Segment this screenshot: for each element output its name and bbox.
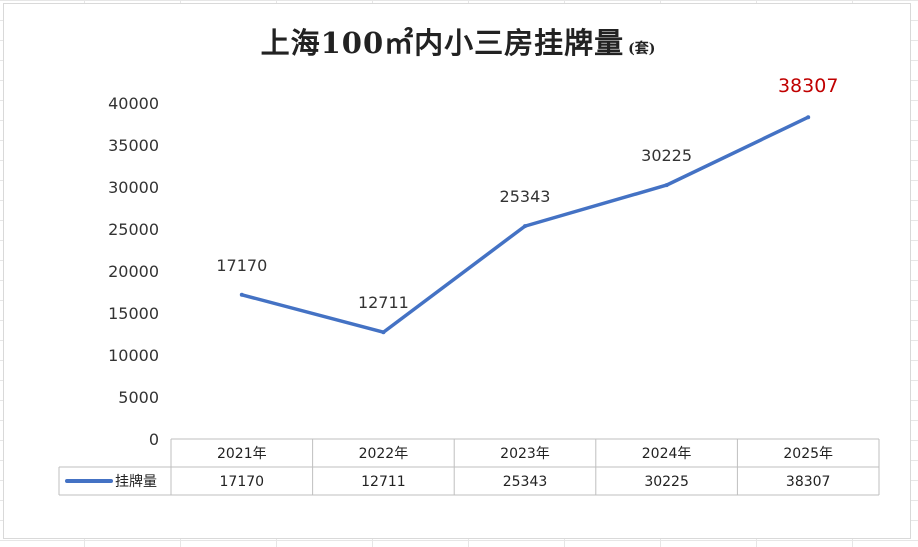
data-point[interactable]: [239, 292, 244, 297]
line-chart-plot: 0 5000 10000 15000 20000 25000 30000 35000 40000…: [58, 75, 880, 496]
y-tick-label: 30000: [108, 178, 159, 197]
y-axis: 0 5000 10000 15000 20000 25000 30000 35000 40000: [108, 94, 159, 449]
y-tick-label: 10000: [108, 346, 159, 365]
x-category-label: 2024年: [642, 446, 692, 462]
series-line-group: [239, 115, 811, 335]
y-tick-label: 20000: [108, 262, 159, 281]
table-value-cell: 25343: [503, 474, 548, 490]
table-value-cell: 12711: [361, 474, 406, 490]
x-category-label: 2022年: [359, 446, 409, 462]
data-point[interactable]: [664, 183, 669, 188]
x-category-label: 2021年: [217, 446, 267, 462]
x-category-label: 2023年: [500, 446, 550, 462]
data-label: 17170: [216, 256, 267, 275]
data-label: 30225: [641, 146, 692, 165]
data-label: 12711: [358, 293, 409, 312]
chart-title: 上海100㎡内小三房挂牌量 (套): [4, 20, 912, 62]
chart-title-unit: (套): [628, 41, 656, 57]
y-tick-label: 5000: [118, 388, 159, 407]
data-point[interactable]: [381, 330, 386, 335]
y-tick-label: 40000: [108, 94, 159, 113]
data-label: 25343: [500, 187, 551, 206]
table-value-cell: 38307: [786, 474, 831, 490]
chart-area[interactable]: 上海100㎡内小三房挂牌量 (套) 0 5000 10000 15000 20000 250…: [3, 3, 911, 539]
y-tick-label: 0: [149, 430, 159, 449]
table-value-cell: 30225: [644, 474, 689, 490]
table-value-cell: 17170: [220, 474, 265, 490]
legend-series-name: 挂牌量: [115, 473, 157, 490]
x-category-label: 2025年: [783, 446, 833, 462]
chart-title-text: 上海100㎡内小三房挂牌量: [260, 26, 625, 60]
data-point[interactable]: [806, 115, 811, 120]
y-tick-label: 15000: [108, 304, 159, 323]
data-point[interactable]: [523, 224, 527, 229]
data-label-highlighted: 38307: [778, 75, 838, 97]
y-tick-label: 25000: [108, 220, 159, 239]
y-tick-label: 35000: [108, 136, 159, 155]
data-labels: 17170 12711 25343 30225 38307: [216, 75, 838, 312]
